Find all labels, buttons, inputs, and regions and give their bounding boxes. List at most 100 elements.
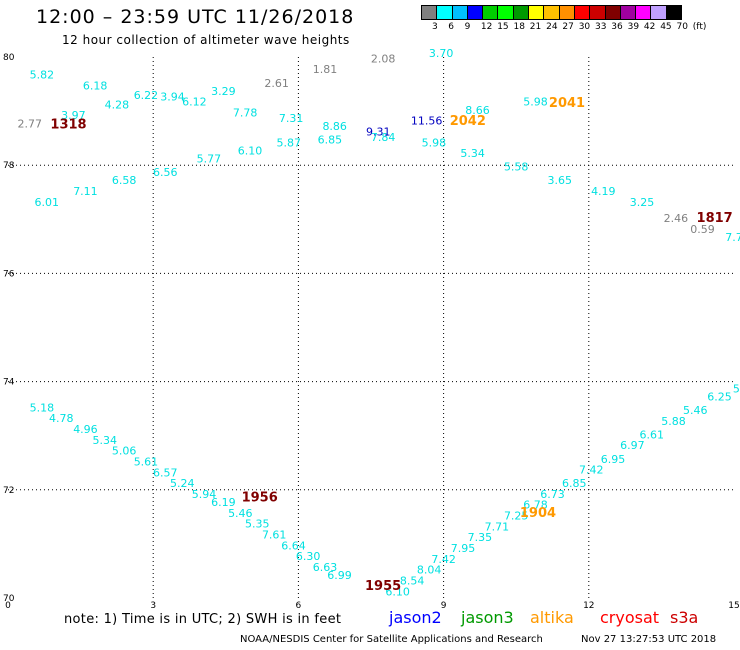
wave-height-label: 5.46 xyxy=(228,507,253,520)
y-tick-label: 70 xyxy=(3,594,15,604)
wave-height-label: 5.98 xyxy=(422,136,447,149)
pass-time-label: 1904 xyxy=(520,506,556,521)
wave-height-label: 6.64 xyxy=(281,539,306,552)
x-tick-label: 3 xyxy=(150,601,156,611)
pass-time-label: 1318 xyxy=(50,117,86,132)
wave-height-label: 5.82 xyxy=(30,69,55,82)
wave-height-label: 4.28 xyxy=(105,98,130,111)
pass-time-label: 1817 xyxy=(697,211,733,226)
y-tick-label: 72 xyxy=(3,486,14,496)
scale-label: 70 xyxy=(676,22,688,32)
wave-height-label: 6.57 xyxy=(153,466,178,479)
scale-label: 36 xyxy=(611,22,623,32)
wave-height-label: 2.46 xyxy=(664,212,689,225)
pass-time-label: 2041 xyxy=(549,96,585,111)
wave-height-label: 3.70 xyxy=(429,47,454,60)
wave-height-label: 6.85 xyxy=(562,477,587,490)
scale-label: 6 xyxy=(448,22,455,32)
y-tick-label: 80 xyxy=(3,53,15,63)
y-tick-label: 76 xyxy=(3,269,15,279)
satellite-s3a: s3a xyxy=(670,608,699,627)
scale-label: (ft) xyxy=(692,22,707,32)
wave-height-label: 5 xyxy=(733,382,740,395)
wave-height-label: 7.7 xyxy=(725,231,740,244)
x-tick-label: 15 xyxy=(728,601,739,611)
wave-height-label: 3.94 xyxy=(160,90,185,103)
scale-label: 33 xyxy=(595,22,607,32)
scale-label: 39 xyxy=(627,22,640,32)
wave-height-label: 6.12 xyxy=(182,96,207,109)
wave-height-label: 5.98 xyxy=(523,96,548,109)
chart-subtitle: 12 hour collection of altimeter wave hei… xyxy=(62,33,350,47)
scale-label: 27 xyxy=(562,22,574,32)
chart-title: 12:00 – 23:59 UTC 11/26/2018 xyxy=(36,6,355,28)
wave-height-label: 8.86 xyxy=(322,120,347,133)
wave-height-label: 7.42 xyxy=(431,553,456,566)
wave-height-label: 5.94 xyxy=(192,488,217,501)
wave-height-label: 6.95 xyxy=(601,453,626,466)
wave-height-label: 6.56 xyxy=(153,166,178,179)
satellite-altika: altika xyxy=(530,608,574,627)
color-scale-legend: 3 6 9 12 15 18 21 24 27 30 33 36 39 42 45 70 (ft) xyxy=(421,5,740,32)
scale-label: 45 xyxy=(660,22,672,32)
pass-time-label: 2042 xyxy=(450,114,486,129)
scale-label: 30 xyxy=(578,22,591,32)
wave-height-label: 5.87 xyxy=(276,136,301,149)
wave-height-label: 5.46 xyxy=(683,404,708,417)
satellite-jason3: jason3 xyxy=(461,608,514,627)
wave-height-label: 4.78 xyxy=(49,412,74,425)
wave-height-label: 5.06 xyxy=(112,445,137,458)
wave-height-label: 6.18 xyxy=(83,79,108,92)
wave-height-label: 6.99 xyxy=(327,569,352,582)
wave-height-label: 7.78 xyxy=(233,107,258,120)
wave-height-label: 7.71 xyxy=(485,520,510,533)
wave-height-label: 6.01 xyxy=(34,196,59,209)
wave-height-label: 2.61 xyxy=(264,77,289,90)
color-scale-labels: 3 6 9 12 15 18 21 24 27 30 33 36 39 42 45 70 (ft) xyxy=(422,20,740,32)
footer-timestamp: Nov 27 13:27:53 UTC 2018 xyxy=(581,634,717,645)
wave-height-label: 4.96 xyxy=(73,423,98,436)
wave-height-label: 6.97 xyxy=(620,439,645,452)
y-tick-label: 74 xyxy=(3,378,15,388)
satellite-cryosat: cryosat xyxy=(600,608,660,627)
wave-height-label: 6.22 xyxy=(134,89,159,102)
y-tick-label: 78 xyxy=(3,161,15,171)
scale-label: 15 xyxy=(497,22,509,32)
wave-height-label: 6.63 xyxy=(313,561,338,574)
wave-height-label: 2.08 xyxy=(371,52,396,65)
wave-height-label: 3.97 xyxy=(61,109,86,122)
footer-note: note: 1) Time is in UTC; 2) SWH is in fe… xyxy=(64,612,342,627)
wave-height-label: 6.25 xyxy=(707,391,732,404)
scale-label: 12 xyxy=(480,22,493,32)
wave-height-label: 7.31 xyxy=(279,112,304,125)
wave-height-label: 7.42 xyxy=(579,464,604,477)
color-scale-swatches xyxy=(421,5,740,20)
scale-label: 24 xyxy=(546,22,558,32)
x-tick-label: 6 xyxy=(296,601,302,611)
wave-height-label: 5.24 xyxy=(170,477,195,490)
scale-label: 3 xyxy=(432,22,438,32)
wave-height-label: 5.34 xyxy=(460,147,485,160)
wave-height-label: 11.56 xyxy=(411,115,443,128)
wave-height-label: 7.95 xyxy=(451,542,476,555)
wave-height-label: 7.11 xyxy=(73,185,98,198)
satellite-jason2: jason2 xyxy=(389,608,442,627)
wave-height-label: 3.65 xyxy=(548,174,573,187)
wave-height-label: 5.18 xyxy=(30,401,55,414)
x-tick-label: 12 xyxy=(583,601,594,611)
scale-label: 9 xyxy=(464,22,471,32)
wave-height-label: 5.88 xyxy=(661,415,686,428)
wave-height-label: 5.58 xyxy=(504,161,529,174)
wave-height-label: 6.73 xyxy=(540,488,565,501)
wave-height-label: 5.77 xyxy=(197,152,222,165)
wave-height-label: 6.58 xyxy=(112,174,137,187)
wave-height-label: 8.04 xyxy=(417,564,442,577)
wave-height-label: 6.78 xyxy=(523,499,548,512)
scale-label: 18 xyxy=(513,22,525,32)
wave-height-label: 3.29 xyxy=(211,85,236,98)
wave-height-label: 5.35 xyxy=(245,518,270,531)
wave-height-label: 4.19 xyxy=(591,185,616,198)
wave-height-label: 5.34 xyxy=(93,434,118,447)
wave-height-label: 6.19 xyxy=(211,496,236,509)
